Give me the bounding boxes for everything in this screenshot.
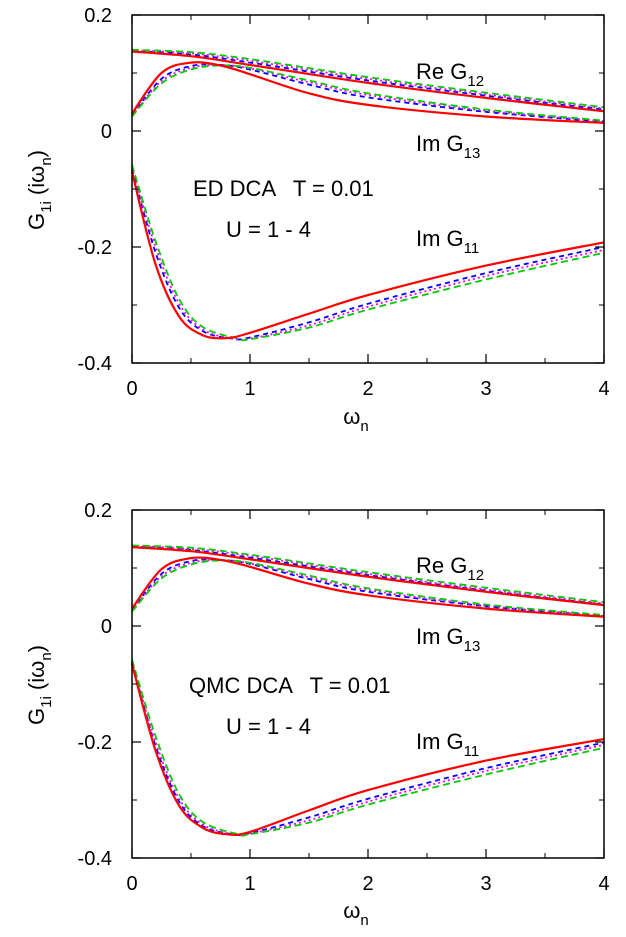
annotation-method: ED DCA T = 0.01: [193, 176, 374, 201]
y-tick-label: -0.4: [78, 848, 112, 870]
annotation-method: QMC DCA T = 0.01: [189, 673, 391, 698]
annotation-re-g12: Re G12: [416, 553, 484, 584]
y-tick-label: 0.2: [84, 500, 112, 522]
series-line: [131, 556, 605, 618]
annotation-interaction: U = 1 - 4: [226, 714, 311, 739]
annotation-im-g11: Im G11: [416, 729, 479, 760]
y-tick-label: -0.4: [78, 353, 112, 375]
x-tick-label: 2: [362, 378, 373, 400]
series-line: [131, 546, 605, 607]
y-tick-label: 0: [101, 616, 112, 638]
qmc-dca-curves: [130, 544, 605, 837]
x-tick-label: 2: [362, 873, 373, 895]
ed-dca-ticks: 0 1 2 3 4 0.2 0 -0.2 -0.4: [78, 5, 610, 400]
series-line: [131, 559, 605, 616]
annotation-interaction: U = 1 - 4: [226, 217, 311, 242]
x-axis-label: ωn: [343, 404, 369, 435]
series-line: [131, 544, 605, 604]
annotation-im-g13: Im G13: [416, 131, 480, 162]
series-line: [130, 171, 605, 340]
series-line: [131, 659, 605, 837]
x-tick-label: 0: [126, 873, 137, 895]
x-tick-label: 0: [126, 378, 137, 400]
series-line: [131, 49, 605, 110]
x-tick-label: 1: [244, 378, 255, 400]
x-tick-label: 4: [598, 873, 609, 895]
series-line: [131, 48, 605, 109]
annotation-re-g12: Re G12: [416, 59, 484, 90]
qmc-dca-ticks: 0 1 2 3 4 0.2 0 -0.2 -0.4: [78, 500, 610, 895]
annotation-im-g11: Im G11: [416, 226, 479, 257]
y-tick-label: -0.2: [78, 732, 112, 754]
y-tick-label: -0.2: [78, 237, 112, 259]
series-line: [131, 164, 605, 342]
series-line: [130, 663, 605, 836]
x-tick-label: 3: [480, 378, 491, 400]
y-axis-label: G1i (iωn): [24, 150, 55, 230]
x-tick-label: 3: [480, 873, 491, 895]
x-axis-label: ωn: [343, 898, 369, 929]
y-tick-label: 0.2: [84, 5, 112, 27]
ed-dca-curves: [130, 48, 605, 342]
qmc-dca-panel: 0 1 2 3 4 0.2 0 -0.2 -0.4 Re G12 Im G13 Im G11 Q…: [24, 500, 610, 929]
ed-dca-panel: 0 1 2 3 4 0.2 0 -0.2 -0.4 Re G12 Im G13 Im G11 E…: [24, 5, 610, 435]
x-tick-label: 4: [598, 378, 609, 400]
y-axis-label: G1i (iωn): [24, 645, 55, 725]
y-tick-label: 0: [101, 121, 112, 143]
series-line: [131, 61, 605, 124]
series-line: [131, 64, 605, 122]
series-line: [131, 50, 605, 111]
series-line: [131, 50, 605, 113]
annotation-im-g13: Im G13: [416, 624, 480, 655]
x-tick-label: 1: [244, 873, 255, 895]
